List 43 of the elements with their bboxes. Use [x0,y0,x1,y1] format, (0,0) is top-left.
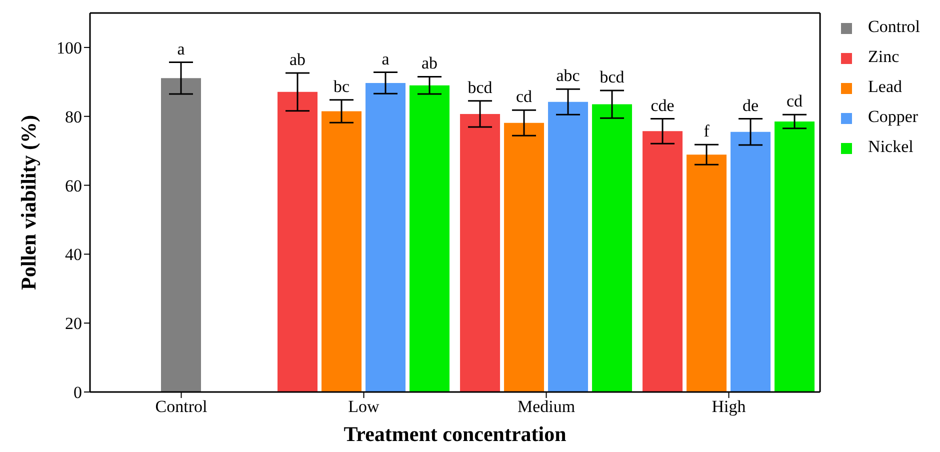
bar [161,78,201,392]
bar [366,82,406,392]
bar [322,111,362,392]
data-label: de [742,96,759,115]
legend-label: Zinc [868,47,900,66]
data-label: abc [556,66,580,86]
data-label: cd [786,92,804,111]
y-tick-label: 100 [56,38,82,58]
data-label: bc [333,76,350,96]
bar [686,154,727,392]
data-label: bcd [468,78,493,97]
data-label: cde [650,96,674,115]
x-tick-label: Control [155,397,208,416]
bar [504,122,544,392]
bar [730,132,771,392]
x-tick-label: Low [348,397,380,416]
legend-label: Nickel [868,137,914,156]
bar [642,131,683,392]
data-label: ab [421,54,438,73]
legend-label: Copper [868,107,918,126]
legend-label: Lead [868,77,902,96]
x-axis-title: Treatment concentration [344,422,567,446]
legend-label: Control [868,17,920,36]
bar [592,104,632,392]
y-tick-label: 40 [65,245,82,264]
data-label: a [382,49,390,68]
data-label: f [704,122,710,141]
data-label: cd [516,87,533,106]
data-label: a [177,39,186,58]
x-tick-label: High [712,397,746,416]
bar [278,92,318,392]
data-label: ab [289,50,306,69]
data-label: bcd [600,68,625,87]
y-tick-label: 60 [65,176,82,196]
y-tick-label: 0 [74,383,82,402]
bar [410,85,450,392]
y-tick-label: 80 [65,107,82,126]
bar [774,122,815,392]
y-axis-title: Pollen viability (%) [16,115,40,290]
bar [460,114,500,392]
x-tick-label: Medium [517,397,576,416]
y-tick-label: 20 [65,314,82,334]
bar [548,102,588,392]
